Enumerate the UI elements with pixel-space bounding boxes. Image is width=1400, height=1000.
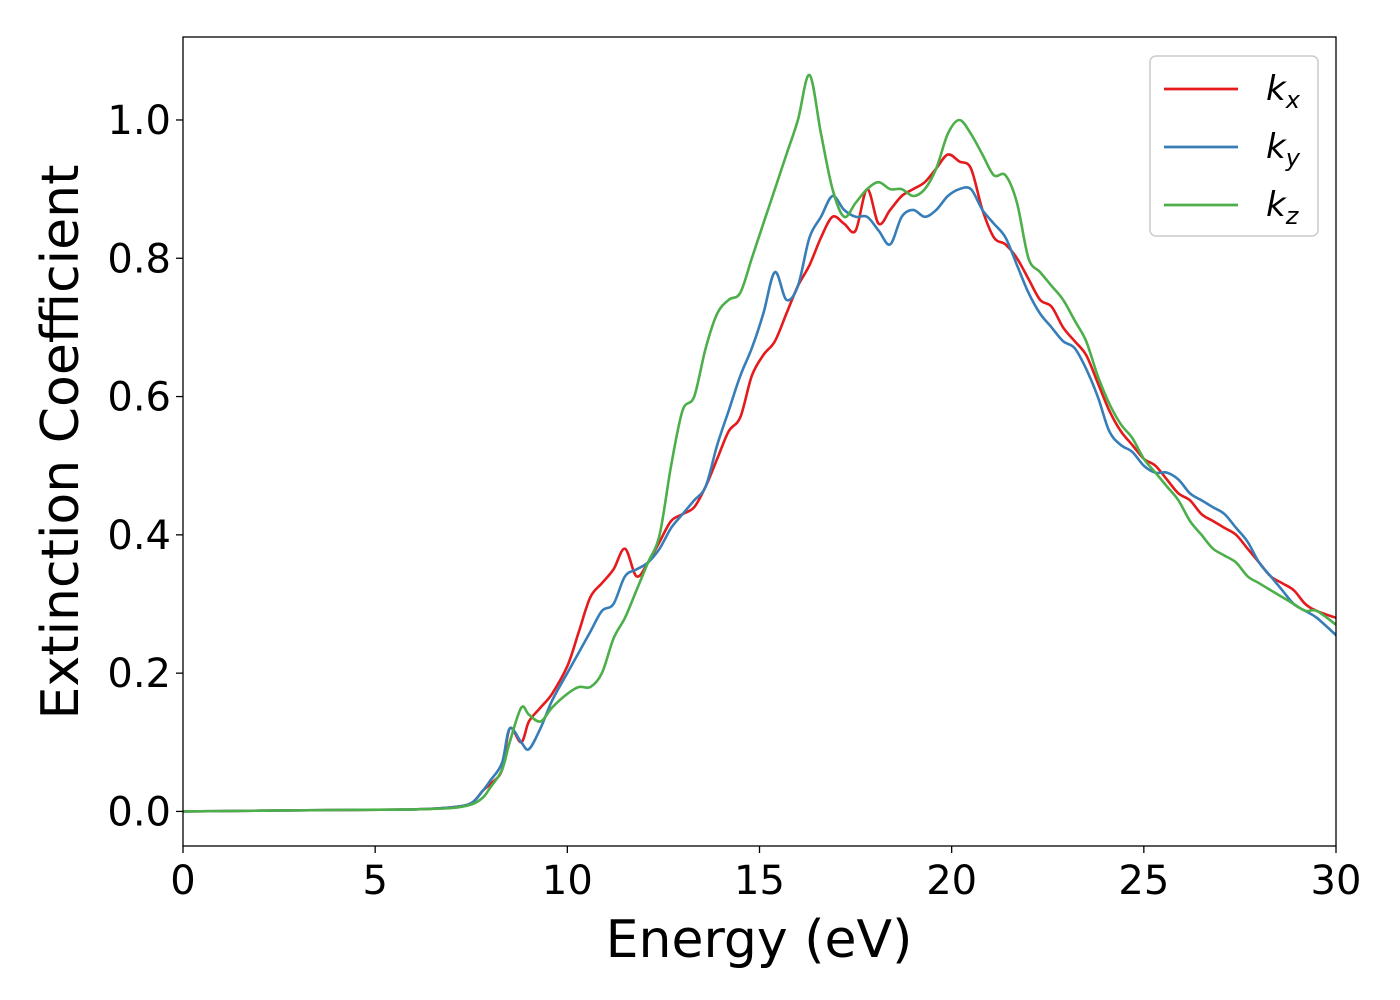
legend-label-x: kx [1266, 69, 1301, 114]
y-tick-label: 0.0 [107, 789, 171, 835]
y-tick-label: 1.0 [107, 98, 171, 144]
legend-label-z: kz [1266, 185, 1300, 230]
y-tick-label: 0.2 [107, 651, 171, 697]
legend: kx ky kz [1149, 55, 1319, 237]
y-tick-label: 0.6 [107, 375, 171, 421]
series-layer [183, 73, 1336, 813]
y-axis-label: Extinction Coefficient [31, 165, 91, 720]
series-line-z [183, 73, 1336, 813]
x-tick-label: 10 [542, 858, 593, 904]
x-axis-label: Energy (eV) [606, 910, 913, 970]
x-tick-label: 20 [926, 858, 977, 904]
ticks-layer: 0 5 10 15 20 25 30 0.0 0.2 0.4 0.6 0.8 1.0 [107, 98, 1361, 904]
legend-label-y: ky [1266, 127, 1301, 172]
y-tick-label: 0.4 [107, 513, 171, 559]
y-tick-label: 0.8 [107, 236, 171, 282]
x-tick-label: 25 [1118, 858, 1169, 904]
x-tick-label: 15 [734, 858, 785, 904]
x-tick-label: 0 [170, 858, 195, 904]
series-line-y [183, 186, 1336, 813]
x-tick-label: 30 [1311, 858, 1362, 904]
x-tick-label: 5 [362, 858, 387, 904]
